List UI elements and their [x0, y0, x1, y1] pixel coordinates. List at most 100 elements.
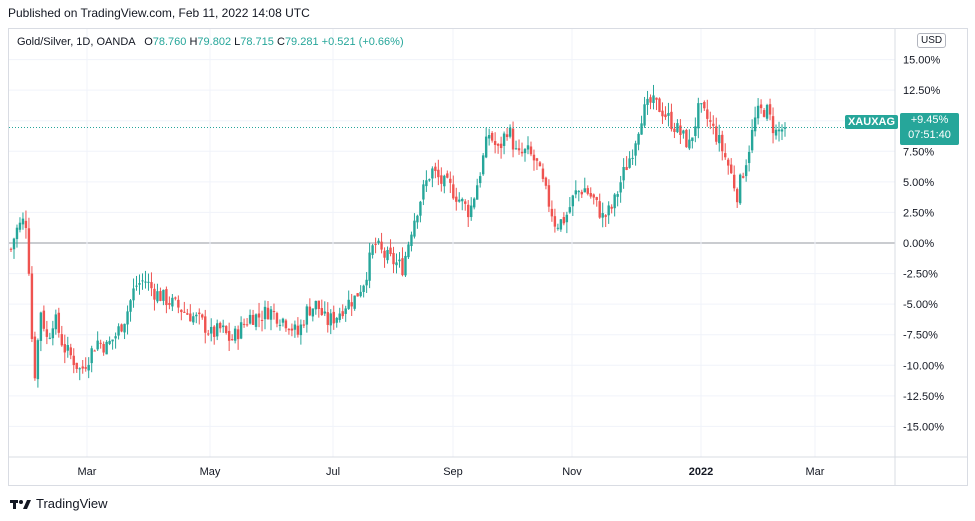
candle-body — [586, 188, 589, 194]
candle-body — [341, 311, 344, 317]
candle-body — [604, 215, 607, 217]
chart-frame[interactable]: 15.00%12.50%10.00%7.50%5.00%2.50%0.00%-2… — [8, 28, 968, 486]
y-tick-label: 5.00% — [903, 177, 934, 189]
candle-body — [126, 311, 129, 325]
candle-body — [759, 104, 763, 109]
candle-body — [502, 133, 506, 146]
candle-body — [180, 309, 183, 313]
candle-body — [529, 146, 533, 155]
candle-body — [66, 345, 69, 351]
candle-body — [207, 333, 210, 335]
candle-body — [350, 302, 353, 307]
y-tick-label: 2.50% — [903, 207, 934, 219]
candle-body — [371, 245, 374, 255]
candle-body — [592, 194, 595, 198]
candle-body — [434, 166, 437, 171]
candle-body — [550, 208, 554, 217]
candle-body — [649, 97, 652, 103]
x-tick-label: Nov — [562, 466, 582, 478]
published-caption: Published on TradingView.com, Feb 11, 20… — [8, 6, 310, 20]
candle-body — [565, 214, 569, 223]
candle-body — [81, 366, 84, 369]
candle-body — [129, 300, 132, 312]
candle-body — [93, 350, 96, 352]
candle-body — [571, 195, 575, 207]
symbol-legend: Gold/Silver, 1D, OANDA O78.760 H79.802 L… — [17, 36, 404, 48]
candle-body — [691, 137, 694, 142]
candle-body — [425, 180, 428, 187]
candle-body — [744, 165, 748, 177]
candle-body — [204, 316, 207, 333]
currency-button[interactable]: USD — [917, 33, 947, 48]
x-tick-label: Mar — [806, 466, 825, 478]
candle-body — [9, 248, 13, 250]
candle-body — [192, 316, 195, 323]
chart-canvas[interactable]: 15.00%12.50%10.00%7.50%5.00%2.50%0.00%-2… — [9, 29, 967, 485]
candle-body — [33, 336, 37, 379]
candle-body — [368, 252, 371, 281]
candle-body — [493, 141, 497, 145]
candle-body — [470, 205, 473, 218]
y-tick-label: -2.50% — [903, 269, 938, 281]
candle-body — [697, 103, 700, 129]
candle-body — [120, 324, 123, 332]
candle-body — [317, 300, 321, 310]
candle-body — [727, 159, 730, 166]
candle-body — [732, 174, 736, 189]
candle-body — [610, 206, 613, 209]
candle-body — [771, 116, 775, 134]
candle-body — [777, 129, 781, 132]
candle-body — [640, 123, 643, 135]
candle-body — [682, 130, 685, 134]
footer-brand[interactable]: TradingView — [10, 496, 108, 511]
candle-body — [619, 182, 622, 193]
candle-body — [63, 344, 66, 353]
x-tick-label: May — [200, 466, 221, 478]
candle-body — [407, 244, 410, 258]
candle-body — [595, 197, 598, 200]
candle-body — [765, 104, 769, 119]
candle-body — [700, 103, 703, 105]
candle-body — [21, 218, 25, 225]
candle-body — [102, 343, 105, 353]
candle-body — [374, 244, 377, 246]
candle-body — [721, 134, 724, 152]
candle-body — [511, 128, 515, 150]
candle-body — [183, 311, 186, 313]
candle-body — [478, 176, 482, 184]
legend-symbol: Gold/Silver, 1D, OANDA — [17, 36, 135, 48]
candle-body — [269, 309, 273, 320]
candle-body — [783, 127, 787, 129]
candle-body — [365, 279, 368, 286]
candle-body — [679, 125, 682, 135]
footer-brand-name: TradingView — [36, 496, 108, 511]
candle-body — [583, 188, 586, 193]
candle-body — [780, 129, 784, 132]
candle-body — [177, 299, 180, 308]
candle-body — [667, 113, 670, 116]
candle-body — [353, 295, 356, 309]
candle-body — [598, 201, 601, 218]
candle-body — [57, 312, 61, 333]
candle-body — [69, 347, 72, 356]
candle-body — [302, 324, 306, 326]
candle-body — [105, 341, 108, 355]
candle-body — [685, 129, 688, 148]
y-tick-label: -10.00% — [903, 360, 944, 372]
candle-body — [138, 283, 141, 285]
candle-body — [344, 308, 347, 314]
candle-body — [520, 151, 524, 154]
candle-body — [221, 325, 225, 328]
candle-body — [514, 148, 518, 150]
x-tick-label: 2022 — [689, 466, 713, 478]
candle-body — [556, 227, 560, 229]
y-tick-label: 7.50% — [903, 146, 934, 158]
candle-body — [664, 114, 667, 118]
candle-body — [676, 123, 679, 133]
y-tick-label: -7.50% — [903, 330, 938, 342]
candle-body — [431, 168, 434, 179]
candle-body — [218, 322, 222, 329]
candle-body — [422, 184, 425, 200]
candle-body — [284, 320, 288, 329]
candle-body — [694, 126, 697, 136]
